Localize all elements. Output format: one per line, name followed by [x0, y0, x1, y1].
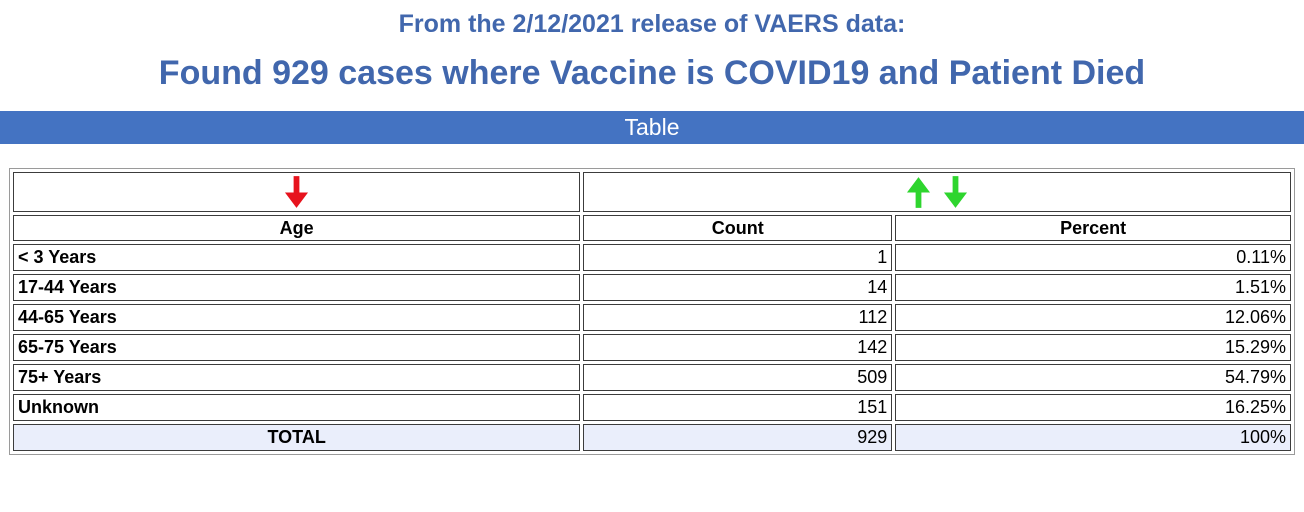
count-cell: 14 [583, 274, 893, 301]
table-row: 65-75 Years 142 15.29% [13, 334, 1291, 361]
total-count-cell: 929 [583, 424, 893, 451]
column-header-percent: Percent [895, 215, 1291, 241]
count-cell: 142 [583, 334, 893, 361]
column-header-row: Age Count Percent [13, 215, 1291, 241]
table-row: 75+ Years 509 54.79% [13, 364, 1291, 391]
count-cell: 151 [583, 394, 893, 421]
table-row: 44-65 Years 112 12.06% [13, 304, 1291, 331]
total-percent-cell: 100% [895, 424, 1291, 451]
age-sort-cell [13, 172, 581, 212]
percent-cell: 16.25% [895, 394, 1291, 421]
table-row: < 3 Years 1 0.11% [13, 244, 1291, 271]
percent-cell: 54.79% [895, 364, 1291, 391]
value-sort-descending-icon[interactable] [943, 175, 968, 209]
release-line: From the 2/12/2021 release of VAERS data… [398, 10, 906, 38]
page-title: Found 929 cases where Vaccine is COVID19… [158, 54, 1146, 92]
table-row: 17-44 Years 14 1.51% [13, 274, 1291, 301]
count-cell: 1 [583, 244, 893, 271]
results-table: Age Count Percent < 3 Years 1 0.11% 17-4… [9, 168, 1295, 455]
age-cell: 75+ Years [13, 364, 581, 391]
column-header-count: Count [583, 215, 893, 241]
column-header-age: Age [13, 215, 581, 241]
table-row: Unknown 151 16.25% [13, 394, 1291, 421]
total-label-cell: TOTAL [13, 424, 581, 451]
age-sort-descending-icon[interactable] [284, 175, 309, 209]
age-cell: 17-44 Years [13, 274, 581, 301]
age-cell: 65-75 Years [13, 334, 581, 361]
sort-row [13, 172, 1291, 212]
vaers-results-page: From the 2/12/2021 release of VAERS data… [0, 9, 1304, 455]
age-cell: 44-65 Years [13, 304, 581, 331]
percent-cell: 15.29% [895, 334, 1291, 361]
percent-cell: 0.11% [895, 244, 1291, 271]
total-row: TOTAL 929 100% [13, 424, 1291, 451]
percent-cell: 12.06% [895, 304, 1291, 331]
age-cell: < 3 Years [13, 244, 581, 271]
age-cell: Unknown [13, 394, 581, 421]
percent-cell: 1.51% [895, 274, 1291, 301]
value-sort-cell [583, 172, 1291, 212]
count-cell: 112 [583, 304, 893, 331]
value-sort-ascending-icon[interactable] [906, 176, 931, 209]
table-section-bar: Table [0, 111, 1304, 144]
table-section-label: Table [624, 114, 680, 140]
count-cell: 509 [583, 364, 893, 391]
